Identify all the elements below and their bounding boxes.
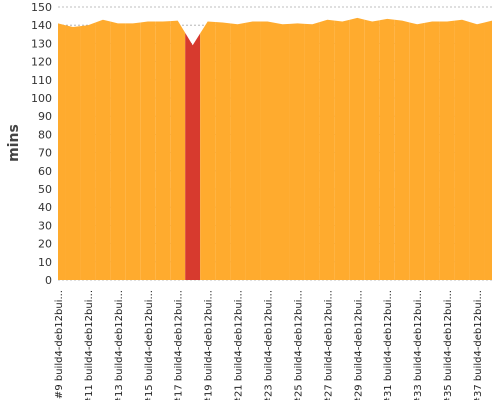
area-segment xyxy=(364,19,380,281)
area-segment xyxy=(484,20,492,281)
y-tick-label: 120 xyxy=(31,56,52,69)
y-tick-label: 80 xyxy=(38,128,52,141)
area-segment xyxy=(394,19,410,281)
x-tick-label: #17 build4-deb12bui... xyxy=(174,290,185,400)
area-segment xyxy=(245,21,261,281)
area-segment xyxy=(349,17,365,280)
area-segment xyxy=(170,20,186,281)
x-tick-label: #27 build4-deb12bui... xyxy=(323,290,334,400)
area-segment xyxy=(289,23,305,280)
area-segment xyxy=(379,18,395,281)
x-tick-label: #9 build4-deb12bui... xyxy=(54,290,65,399)
area-segment xyxy=(454,19,470,281)
y-tick-label: 110 xyxy=(31,74,52,87)
area-segment xyxy=(439,20,455,281)
area-segment xyxy=(304,22,320,280)
x-tick-label: #33 build4-deb12bui... xyxy=(413,290,424,400)
area-segment xyxy=(334,19,350,281)
area-segment xyxy=(95,19,111,281)
area-segment xyxy=(80,22,96,280)
area-segment xyxy=(58,23,66,280)
x-tick-label: #13 build4-deb12bui... xyxy=(114,290,125,400)
x-tick-label: #15 build4-deb12bui... xyxy=(144,290,155,400)
x-tick-label: #21 build4-deb12bui... xyxy=(234,290,245,400)
y-tick-label: 0 xyxy=(45,274,52,287)
y-tick-label: 40 xyxy=(38,201,52,214)
y-axis-label: mins xyxy=(6,124,22,162)
x-tick-label: #37 build4-deb12bui... xyxy=(473,290,484,400)
area-segment xyxy=(230,22,246,281)
area-segment xyxy=(469,22,485,280)
area-segment xyxy=(409,22,425,280)
area-segment xyxy=(155,21,171,280)
y-tick-label: 140 xyxy=(31,19,52,32)
area-segment xyxy=(424,21,440,281)
area-segment xyxy=(140,21,156,281)
y-tick-label: 60 xyxy=(38,165,52,178)
area-segment xyxy=(260,21,275,281)
area-segment xyxy=(65,25,81,281)
y-tick-label: 20 xyxy=(38,238,52,251)
y-tick-label: 100 xyxy=(31,92,52,105)
area-segment xyxy=(125,22,141,280)
area-segment xyxy=(185,32,201,281)
x-tick-label: #29 build4-deb12bui... xyxy=(353,290,364,400)
y-tick-label: 150 xyxy=(31,1,52,14)
y-tick-label: 130 xyxy=(31,37,52,50)
y-tick-label: 30 xyxy=(38,219,52,232)
x-tick-label: #23 build4-deb12bui... xyxy=(264,290,275,400)
x-tick-label: #11 build4-deb12bui... xyxy=(84,290,95,400)
y-tick-label: 70 xyxy=(38,147,52,160)
x-tick-label: #31 build4-deb12bui... xyxy=(383,290,394,400)
area-segment xyxy=(215,22,231,280)
area-segment xyxy=(110,21,126,281)
x-tick-label: #25 build4-deb12bui... xyxy=(293,290,304,400)
area-segment xyxy=(275,22,290,281)
area-segment xyxy=(319,19,335,281)
x-tick-label: #19 build4-deb12bui... xyxy=(204,290,215,400)
y-tick-label: 90 xyxy=(38,110,52,123)
y-tick-label: 50 xyxy=(38,183,52,196)
area-segment xyxy=(200,21,216,281)
x-tick-label: #35 build4-deb12bui... xyxy=(443,290,454,400)
y-tick-label: 10 xyxy=(38,256,52,269)
